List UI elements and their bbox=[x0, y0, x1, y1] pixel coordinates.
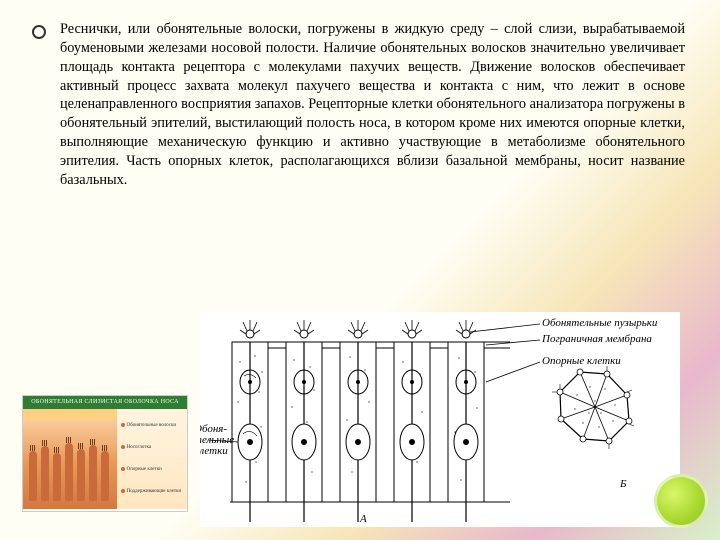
thumbnail-tissue bbox=[23, 409, 117, 509]
bullet-marker bbox=[32, 25, 46, 39]
thumbnail-cell bbox=[29, 451, 37, 501]
thumbnail-diagram: ОБОНЯТЕЛЬНАЯ СЛИЗИСТАЯ ОБОЛОЧКА НОСА Обо… bbox=[22, 395, 188, 512]
thumbnail-label: Обонятельные волоски bbox=[121, 423, 183, 428]
thumbnail-cell bbox=[41, 446, 49, 501]
corner-circle-decoration bbox=[654, 474, 708, 528]
thumbnail-cell bbox=[65, 443, 73, 501]
slide: Реснички, или обонятельные волоски, погр… bbox=[0, 0, 720, 540]
thumbnail-cell bbox=[77, 449, 85, 501]
thumbnail-cell bbox=[101, 451, 109, 501]
diagram-label-membrane: Пограничная мембрана bbox=[541, 333, 652, 345]
body-text: Реснички, или обонятельные волоски, погр… bbox=[60, 20, 685, 190]
thumbnail-cell bbox=[89, 445, 97, 501]
main-diagram: Обонятельные пузырьки Пограничная мембра… bbox=[200, 312, 680, 527]
thumbnail-label: Опорные клетки bbox=[121, 467, 183, 472]
diagram-label-vesicles: Обонятельные пузырьки bbox=[542, 317, 658, 329]
thumbnail-header: ОБОНЯТЕЛЬНАЯ СЛИЗИСТАЯ ОБОЛОЧКА НОСА bbox=[23, 396, 187, 409]
diagram-label-support: Опорные клетки bbox=[542, 355, 621, 367]
thumbnail-legend: Обонятельные волоски Носоглотка Опорные … bbox=[117, 409, 187, 509]
diagram-letter-a: А bbox=[359, 513, 367, 525]
diagram-letter-b: Б bbox=[619, 478, 627, 490]
thumbnail-surface bbox=[23, 409, 117, 419]
thumbnail-label: Носоглотка bbox=[121, 445, 183, 450]
thumbnail-label: Поддерживающие клетки bbox=[121, 489, 183, 494]
thumbnail-cell bbox=[53, 453, 61, 501]
thumbnail-body: Обонятельные волоски Носоглотка Опорные … bbox=[23, 409, 187, 509]
